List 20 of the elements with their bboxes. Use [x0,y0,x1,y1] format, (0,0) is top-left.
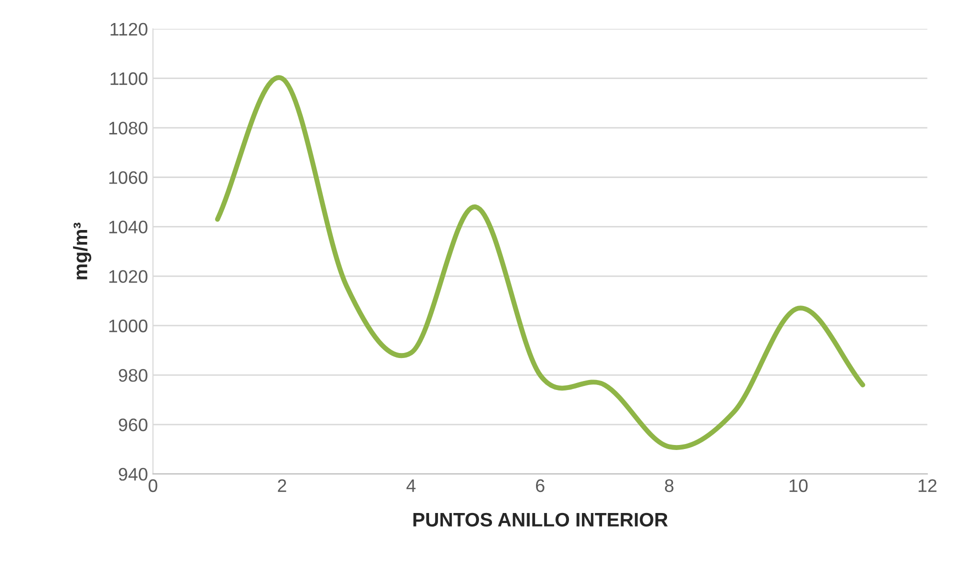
y-axis-title: mg/m³ [73,222,92,280]
x-axis-title: PUNTOS ANILLO INTERIOR [413,512,668,527]
y-tick-label: 1020 [109,270,148,283]
x-tick-label: 12 [918,479,936,492]
x-tick-label: 6 [536,479,544,492]
y-tick-label: 980 [118,368,148,382]
y-tick-label: 1000 [109,320,148,332]
y-tick-label: 960 [118,418,148,432]
line-series [215,76,866,450]
y-tick-label: 940 [118,468,148,481]
y-tick-label: 1040 [109,220,148,234]
y-tick-label: 1120 [110,22,148,36]
y-tick-label: 1100 [110,72,148,86]
x-tick-label: 10 [790,479,808,492]
x-tick-label: 4 [406,479,416,492]
y-tick-label: 1080 [109,122,148,135]
x-tick-label: 2 [278,479,286,492]
x-tick-label: 8 [664,479,674,492]
x-tick-label: 0 [148,479,158,492]
y-tick-label: 1060 [109,171,148,184]
